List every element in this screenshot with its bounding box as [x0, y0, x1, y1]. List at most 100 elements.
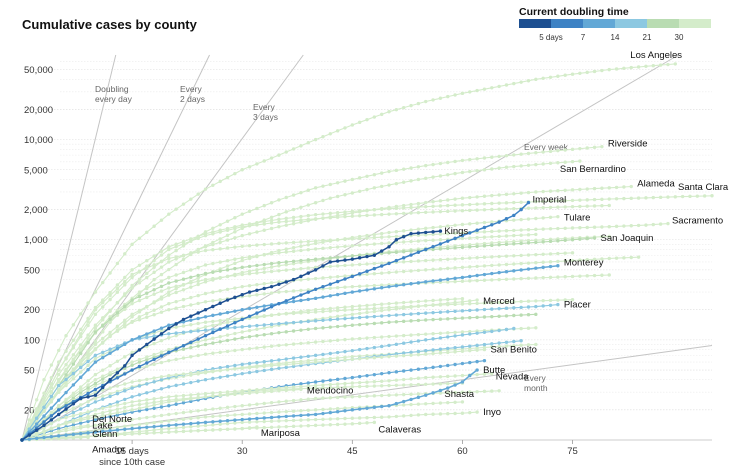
data-point	[504, 277, 509, 281]
data-point	[262, 333, 266, 337]
data-point	[108, 334, 112, 339]
data-point	[130, 417, 134, 422]
y-tick-label: 10,000	[24, 135, 53, 146]
data-point	[269, 156, 274, 160]
data-point	[534, 342, 538, 347]
data-point	[174, 394, 178, 398]
data-point	[651, 222, 655, 227]
legend-swatch	[551, 19, 583, 28]
data-point	[365, 262, 369, 266]
data-point	[350, 308, 355, 312]
data-point	[534, 266, 538, 270]
data-point	[233, 257, 237, 261]
data-point	[409, 413, 413, 418]
data-point	[181, 393, 186, 398]
legend-tick-label: 7	[581, 33, 586, 42]
data-point	[446, 297, 450, 302]
data-point	[460, 231, 465, 235]
data-point	[424, 163, 428, 168]
data-point	[108, 308, 112, 313]
data-point	[291, 409, 296, 413]
label-san-benito: San Benito	[490, 345, 536, 356]
data-point	[34, 428, 39, 432]
data-point	[350, 214, 355, 218]
data-point	[365, 236, 369, 240]
data-point	[460, 333, 465, 337]
data-point	[225, 368, 230, 372]
data-point	[145, 431, 149, 435]
data-point	[93, 393, 98, 397]
data-point	[159, 310, 164, 314]
data-point	[203, 352, 208, 356]
data-point	[101, 406, 105, 410]
data-point	[475, 157, 479, 161]
data-point	[614, 224, 619, 229]
data-point	[181, 372, 186, 376]
data-point	[306, 408, 310, 413]
data-point	[548, 205, 553, 210]
data-point	[629, 224, 633, 228]
data-point	[189, 314, 193, 318]
data-point	[269, 331, 274, 336]
data-point	[71, 413, 76, 418]
data-point	[570, 238, 575, 242]
data-point	[357, 214, 362, 218]
data-point	[343, 416, 347, 421]
data-point	[438, 174, 443, 178]
data-point	[387, 334, 391, 339]
data-point	[79, 417, 83, 421]
data-point	[482, 358, 487, 363]
data-point	[482, 230, 487, 234]
data-point	[409, 253, 413, 257]
data-point	[600, 203, 604, 208]
data-point	[446, 391, 450, 395]
data-point	[409, 103, 413, 108]
data-point	[504, 217, 509, 221]
data-point	[225, 175, 230, 180]
data-point	[20, 438, 24, 442]
data-point	[541, 227, 545, 231]
data-point	[225, 310, 230, 315]
data-point	[86, 363, 90, 368]
data-point	[255, 390, 259, 395]
data-point	[203, 423, 208, 428]
data-point	[240, 284, 244, 289]
data-point	[402, 392, 406, 397]
data-point	[629, 184, 633, 189]
data-point	[167, 267, 171, 272]
data-point	[541, 260, 545, 264]
data-point	[71, 410, 76, 415]
data-point	[71, 383, 76, 387]
data-point	[446, 203, 450, 208]
data-point	[269, 400, 274, 405]
data-point	[79, 365, 83, 370]
data-point	[431, 279, 435, 283]
data-point	[196, 311, 200, 315]
data-point	[262, 228, 266, 232]
data-point	[152, 428, 156, 432]
data-point	[629, 196, 633, 201]
data-point	[446, 160, 450, 165]
data-point	[269, 291, 274, 295]
y-tick-label: 500	[24, 265, 40, 276]
data-point	[394, 378, 399, 382]
data-point	[86, 419, 90, 424]
data-point	[372, 335, 377, 340]
data-point	[93, 430, 98, 434]
data-point	[64, 421, 68, 425]
data-point	[541, 265, 545, 270]
data-point	[299, 320, 303, 324]
data-point	[130, 350, 134, 355]
data-point	[196, 395, 200, 400]
data-point	[468, 169, 472, 174]
data-point	[416, 268, 421, 273]
data-point	[233, 363, 237, 368]
data-point	[137, 384, 142, 388]
data-point	[240, 308, 244, 312]
data-point	[225, 324, 230, 328]
data-point	[350, 177, 355, 182]
data-point	[181, 320, 186, 324]
data-point	[497, 306, 501, 311]
data-point	[152, 424, 156, 429]
